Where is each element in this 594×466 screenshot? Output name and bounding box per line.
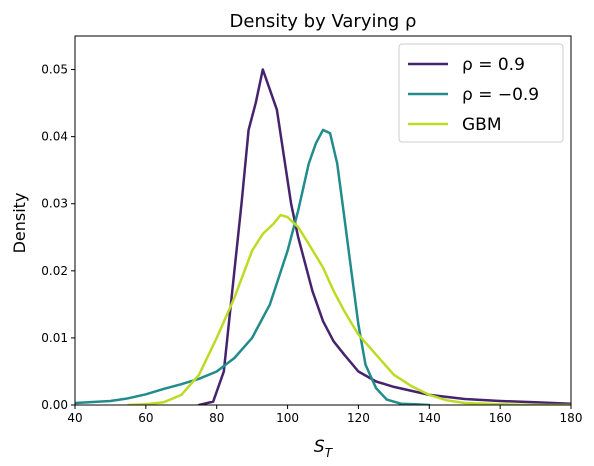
- y-tick-label: 0.03: [41, 197, 68, 211]
- x-axis-label: ST: [314, 437, 334, 460]
- y-tick-label: 0.01: [41, 331, 68, 345]
- x-tick-label: 40: [67, 411, 82, 425]
- legend-box: [398, 43, 564, 143]
- legend-label-1: ρ = −0.9: [462, 85, 539, 105]
- x-tick-label: 60: [138, 411, 153, 425]
- ticks: 40 60 80 100 120 140 160 180 0.00 0.01 0.02 0.03 0.0…: [41, 63, 582, 425]
- x-tick-label: 180: [560, 411, 583, 425]
- x-tick-label: 140: [418, 411, 441, 425]
- x-axis-label-subscript: T: [325, 446, 334, 460]
- y-tick-label: 0.05: [41, 63, 68, 77]
- x-tick-label: 120: [347, 411, 370, 425]
- legend-label-2: GBM: [462, 115, 502, 135]
- y-tick-label: 0.00: [41, 398, 68, 412]
- chart-title: Density by Varying ρ: [230, 11, 417, 32]
- legend-label-0: ρ = 0.9: [462, 55, 525, 75]
- x-tick-label: 160: [489, 411, 512, 425]
- series-line-1: [75, 128, 431, 405]
- axes-frame: [74, 35, 572, 406]
- series-line-2: [126, 213, 571, 405]
- series-line-0: [197, 68, 571, 405]
- x-tick-label: 100: [276, 411, 299, 425]
- x-tick-label: 80: [209, 411, 224, 425]
- plot-lines: [75, 68, 571, 405]
- y-axis-label-group: Density: [10, 193, 29, 254]
- y-axis-label: Density: [10, 193, 29, 254]
- y-tick-label: 0.02: [41, 264, 68, 278]
- y-tick-label: 0.04: [41, 130, 68, 144]
- x-axis-label-main: S: [314, 437, 325, 457]
- legend: ρ = 0.9 ρ = −0.9 GBM: [398, 43, 564, 143]
